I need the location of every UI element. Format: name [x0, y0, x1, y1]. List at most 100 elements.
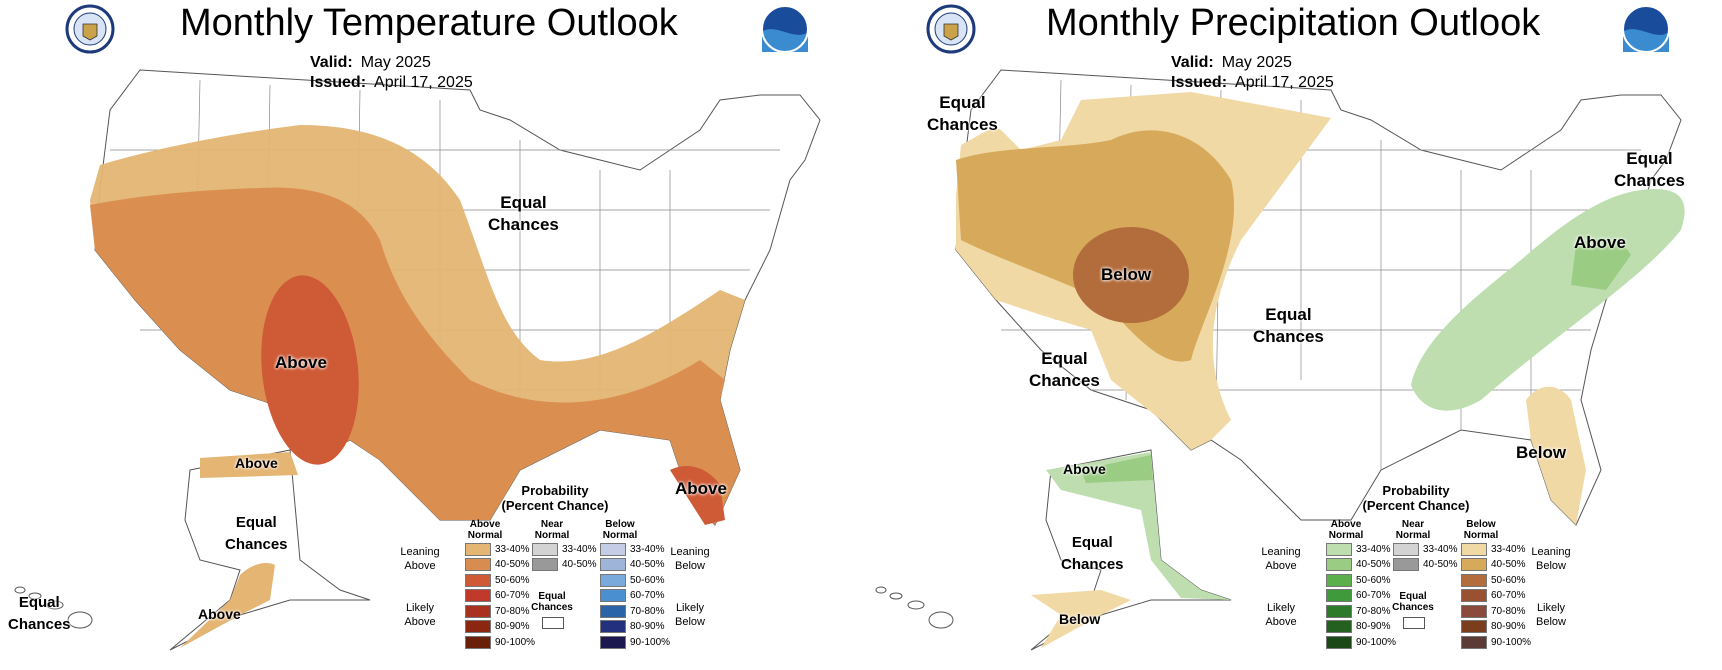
- precip-label-above-midatlantic: Above: [1574, 233, 1626, 252]
- precip-above-swatch-1: 40-50%: [1326, 558, 1391, 571]
- precip-label-equal-chances-northwest: Equal Chances: [927, 93, 998, 134]
- temp-50-60-southwest: [261, 275, 359, 465]
- temperature-map: [14, 69, 821, 651]
- legend-range-label: 90-100%: [630, 636, 671, 648]
- legend-swatch: [1326, 589, 1352, 602]
- precip-above-swatch-3: 60-70%: [1326, 589, 1391, 602]
- precip-below-swatch-3: 60-70%: [1461, 589, 1526, 602]
- legend-range-label: 60-70%: [495, 590, 530, 601]
- temp-label-above-alaska-north: Above: [235, 455, 278, 471]
- legend-near-normal-head: Near Normal: [1395, 519, 1431, 541]
- legend-range-label: 50-60%: [1491, 574, 1526, 586]
- temp-above-swatch-4: 70-80%: [465, 604, 530, 618]
- temp-label-equal-chances-east: Equal Chances: [488, 193, 559, 234]
- temp-below-swatch-5: 80-90%: [600, 620, 664, 633]
- legend-equal-chances-swatch: [542, 617, 564, 629]
- precip-near-swatch-1: 40-50%: [1393, 558, 1457, 571]
- legend-range-label: 80-90%: [1356, 621, 1391, 632]
- legend-swatch: [465, 635, 491, 649]
- hawaii-islands: [875, 586, 954, 629]
- legend-leaning-below: Leaning Below: [1531, 546, 1571, 572]
- legend-equal-chances: Equal Chances: [531, 591, 573, 613]
- legend-range-label: 70-80%: [1491, 605, 1526, 617]
- legend-swatch: [465, 589, 491, 602]
- legend-range-label: 70-80%: [495, 605, 530, 617]
- legend-near-normal-head: Near Normal: [534, 519, 570, 541]
- precip-above-swatch-5: 80-90%: [1326, 620, 1391, 633]
- precip-below-swatch-5: 80-90%: [1461, 620, 1525, 633]
- legend-swatch: [465, 573, 491, 587]
- precip-below-swatch-2: 50-60%: [1461, 573, 1526, 587]
- precip-below-swatch-0: 33-40%: [1461, 542, 1525, 556]
- precip-issued: Issued: April 17, 2025: [1171, 74, 1334, 92]
- temp-label-above-florida: Above: [675, 479, 727, 498]
- issued-label: Issued:: [310, 74, 367, 91]
- temp-above-swatch-6: 90-100%: [465, 635, 535, 649]
- legend-leaning-below: Leaning Below: [670, 546, 710, 572]
- precip-above-swatch-0: 33-40%: [1326, 542, 1390, 556]
- legend-range-label: 60-70%: [1491, 590, 1526, 601]
- noaa-logo: [760, 4, 810, 54]
- legend-swatch: [1326, 542, 1352, 556]
- temp-above-swatch-1: 40-50%: [465, 558, 529, 571]
- issued-label: Issued:: [1171, 74, 1228, 91]
- legend-range-label: 40-50%: [1356, 559, 1391, 570]
- legend-equal-chances-swatch: [1403, 617, 1425, 629]
- precip-below-swatch-4: 70-80%: [1461, 604, 1526, 618]
- legend-range-label: 60-70%: [630, 590, 665, 601]
- temp-below-swatch-2: 50-60%: [600, 573, 665, 587]
- legend-title: Probability (Percent Chance): [1362, 483, 1470, 513]
- legend-range-label: 33-40%: [1423, 543, 1458, 555]
- precip-map-title: Monthly Precipitation Outlook: [1046, 2, 1541, 44]
- legend-range-label: 33-40%: [562, 543, 597, 555]
- legend-likely-above: Likely Above: [404, 602, 436, 628]
- issued-value: April 17, 2025: [1235, 74, 1334, 91]
- legend-swatch: [1461, 542, 1487, 556]
- legend-below-normal-head: Below Normal: [602, 519, 638, 541]
- legend-range-label: 90-100%: [1491, 636, 1532, 648]
- legend-range-label: 40-50%: [562, 559, 597, 570]
- legend-swatch: [1461, 604, 1487, 618]
- legend-equal-chances: Equal Chances: [1392, 591, 1434, 613]
- temp-below-swatch-0: 33-40%: [600, 542, 665, 556]
- legend-range-label: 33-40%: [630, 543, 665, 555]
- precip-above-40-50-midatlantic: [1571, 239, 1631, 290]
- legend-title: Probability (Percent Chance): [501, 483, 609, 513]
- legend-swatch: [600, 573, 626, 587]
- doc-seal-logo: [926, 4, 976, 54]
- legend-range-label: 33-40%: [495, 543, 530, 555]
- legend-range-label: 50-60%: [630, 574, 665, 586]
- legend-swatch: [465, 542, 491, 556]
- temp-40-50-area: [90, 187, 740, 525]
- temp-valid: Valid: May 2025: [310, 54, 431, 72]
- legend-range-label: 50-60%: [1356, 574, 1391, 586]
- legend-range-label: 70-80%: [630, 605, 665, 617]
- valid-label: Valid:: [1171, 54, 1214, 71]
- legend-swatch: [532, 558, 558, 571]
- temp-above-swatch-5: 80-90%: [465, 620, 530, 633]
- legend-range-label: 80-90%: [495, 621, 530, 632]
- legend-swatch: [1461, 573, 1487, 587]
- precip-below-swatch-1: 40-50%: [1461, 558, 1525, 571]
- legend-swatch: [600, 604, 626, 618]
- temp-50-60-florida: [670, 465, 725, 525]
- hawaii-islands: [14, 586, 93, 629]
- issued-value: April 17, 2025: [374, 74, 473, 91]
- doc-seal-logo: [65, 4, 115, 54]
- legend-swatch: [1393, 542, 1419, 556]
- alaska-north-above: [200, 452, 298, 478]
- precip-label-equal-chances-southwest: Equal Chances: [1029, 349, 1100, 390]
- legend-range-label: 60-70%: [1356, 590, 1391, 601]
- legend-range-label: 90-100%: [1356, 636, 1397, 648]
- legend-swatch: [600, 589, 626, 602]
- temp-above-swatch-0: 33-40%: [465, 542, 530, 556]
- legend-above-normal-head: Above Normal: [467, 519, 503, 541]
- temp-label-equal-chances-hawaii: Equal Chances: [8, 594, 71, 633]
- alaska-south-above: [180, 563, 275, 648]
- legend-swatch: [1326, 620, 1352, 633]
- legend-swatch: [600, 558, 626, 571]
- temp-label-above-alaska-south: Above: [198, 606, 241, 622]
- legend-swatch: [1326, 635, 1352, 649]
- precip-label-below-center: Below: [1101, 265, 1152, 284]
- alaska-above: [1046, 452, 1231, 600]
